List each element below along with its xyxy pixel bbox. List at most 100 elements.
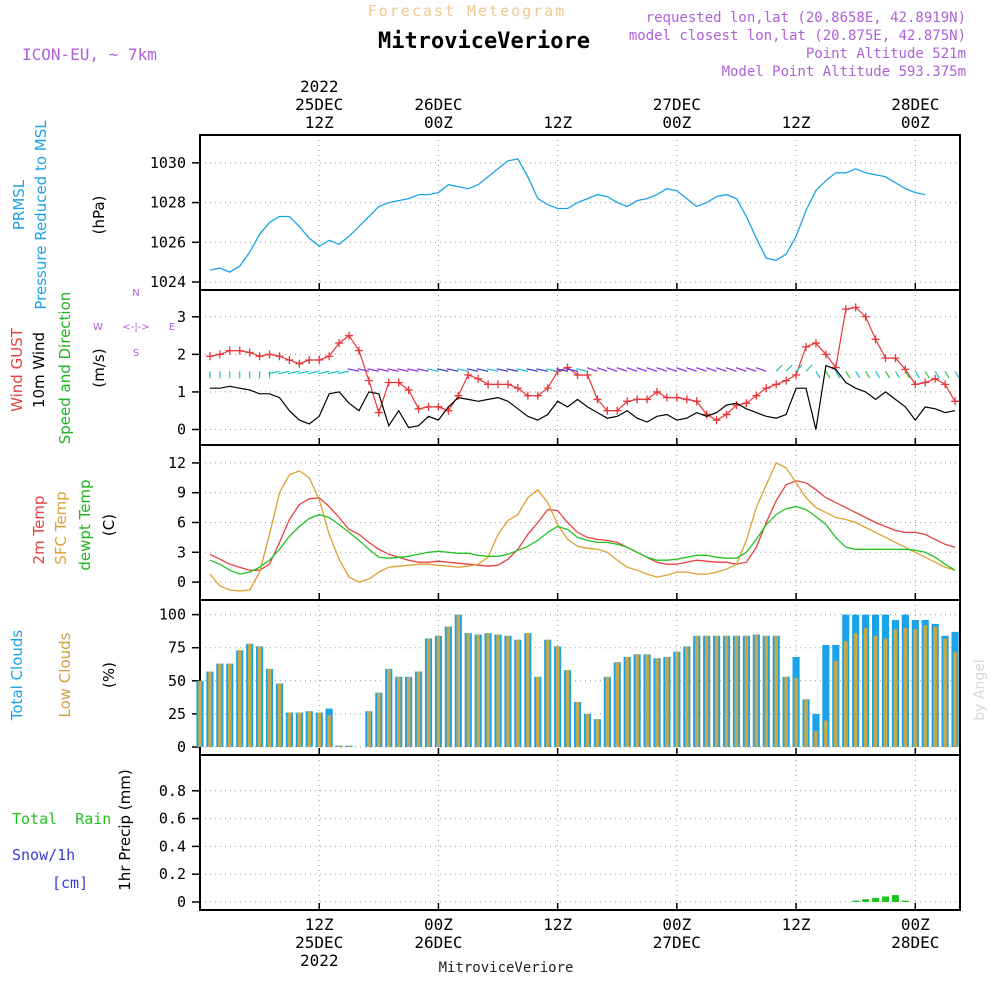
compass-arrow: <-|-> <box>122 322 149 333</box>
wind-arrow <box>317 370 330 375</box>
gust-marker <box>951 397 960 406</box>
y-tick-label: 100 <box>159 606 186 624</box>
gust-marker <box>881 354 890 363</box>
pressure-line <box>209 158 926 273</box>
low-cloud-bar <box>237 650 242 747</box>
wind-arrow <box>407 368 419 372</box>
low-cloud-bar <box>555 646 560 747</box>
low-cloud-bar <box>456 614 461 747</box>
low-cloud-bar <box>625 656 629 747</box>
gust-marker <box>692 397 701 406</box>
panel-temperature <box>192 444 961 601</box>
gust-label: Wind GUST <box>8 327 26 412</box>
low-cloud-bar <box>247 643 252 747</box>
top-time-label: 12Z <box>305 113 334 132</box>
low-cloud-bar <box>893 629 898 747</box>
wind-arrow <box>387 368 399 372</box>
y-tick-label: 6 <box>177 514 186 532</box>
model-altitude: Model Point Altitude 593.375m <box>722 64 966 80</box>
wind-arrow <box>845 370 851 379</box>
wind-arrow <box>875 370 881 379</box>
gust-marker <box>811 339 820 348</box>
wind-labels: Wind GUST 10m Wind Speed and Direction (… <box>8 288 175 444</box>
y-tick-label: 0.2 <box>159 865 186 883</box>
y-tick-label: 3 <box>177 308 186 326</box>
gust-marker <box>931 374 940 383</box>
supertitle: Forecast Meteogram <box>368 2 567 20</box>
bottom-time-label: 25DEC <box>295 933 343 952</box>
gust-marker <box>364 376 373 385</box>
wind-arrow <box>626 367 638 372</box>
wind-arrow <box>775 364 783 372</box>
gust-marker <box>503 380 512 389</box>
compass-e: E <box>169 322 175 333</box>
wind-arrow <box>506 368 519 372</box>
gust-marker <box>871 335 880 344</box>
wind-arrow <box>676 367 687 372</box>
low-cloud-bar <box>754 634 759 747</box>
y-tick-label: 75 <box>168 639 186 657</box>
gust-marker <box>315 355 324 364</box>
gust-marker <box>404 386 413 395</box>
gust-marker <box>772 380 781 389</box>
wind-arrow <box>278 370 290 375</box>
wind-arrow <box>636 367 648 372</box>
y-tick-label: 1 <box>177 383 186 401</box>
wind-arrow <box>456 368 469 372</box>
low-cloud-bar <box>774 635 778 747</box>
low-cloud-bar <box>545 639 550 747</box>
wind-arrow <box>745 367 757 372</box>
low-cloud-bar <box>903 627 908 747</box>
wind-arrow <box>944 370 950 379</box>
y-tick-label: 0.6 <box>159 810 186 828</box>
pressure-unit: (hPa) <box>90 196 108 235</box>
wind-arrow <box>307 370 320 375</box>
rain-bar <box>882 896 889 902</box>
low-cloud-bar <box>317 712 322 747</box>
low-cloud-bar <box>297 712 302 747</box>
cloud-unit: (%) <box>100 662 118 688</box>
panel-frame <box>199 134 961 291</box>
y-tick-label: 3 <box>177 543 186 561</box>
low-cloud-bar <box>943 638 947 747</box>
wind-arrow <box>904 370 910 379</box>
y-tick-label: 2 <box>177 345 186 363</box>
dewpt-label: dewpt Temp <box>76 479 94 570</box>
wind-arrow <box>815 370 821 379</box>
wind-label: 10m Wind <box>30 332 48 408</box>
bottom-time-label: 00Z <box>424 915 453 934</box>
low-cloud-bar <box>585 713 590 747</box>
temp-line-2 <box>209 505 956 575</box>
gust-line <box>209 306 956 421</box>
gust-marker <box>335 339 344 348</box>
precip-axis-label: 1hr Precip (mm) <box>116 769 134 890</box>
gust-marker <box>345 331 354 340</box>
station-title: MitroviceVeriore <box>378 29 590 54</box>
low-clouds-label: Low Clouds <box>56 632 74 717</box>
precip-labels: Total Rain Snow/1h [cm] 1hr Precip (mm) <box>12 769 134 892</box>
y-tick-label: 25 <box>168 705 186 723</box>
y-tick-label: 1026 <box>150 233 186 251</box>
low-cloud-bar <box>396 676 401 747</box>
low-cloud-bar <box>645 654 649 747</box>
low-cloud-bar <box>685 646 689 747</box>
compass-w: W <box>93 322 103 333</box>
gust-marker <box>225 346 234 355</box>
low-cloud-bar <box>744 635 749 747</box>
cloud-labels: Total Clouds Low Clouds (%) <box>8 630 118 722</box>
wind-arrow <box>427 368 439 372</box>
low-cloud-bar <box>367 711 371 747</box>
wind-arrow <box>536 368 548 372</box>
rain-bar <box>872 897 880 902</box>
low-cloud-bar <box>466 633 471 747</box>
wind-arrow <box>347 368 360 372</box>
low-cloud-bar <box>416 671 421 747</box>
bottom-time-label: 2022 <box>300 951 339 970</box>
gust-marker <box>841 305 850 314</box>
temp2m-label: 2m Temp <box>30 496 48 565</box>
gust-marker <box>384 378 393 387</box>
wind-arrow <box>357 368 370 372</box>
wind-arrow <box>546 368 558 372</box>
wind-arrow <box>715 367 727 372</box>
